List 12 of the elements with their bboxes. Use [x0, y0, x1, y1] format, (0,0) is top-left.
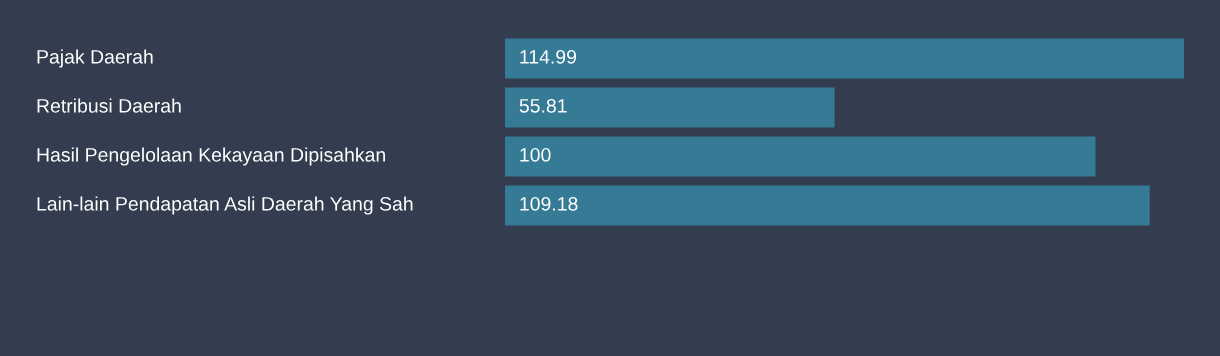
- data-label: 55.81: [519, 98, 567, 113]
- data-label: 109.18: [520, 196, 578, 211]
- y-tick-label: Hasil Pengelolaan Kekayaan Dipisahkan: [37, 147, 385, 166]
- y-tick-label: Pajak Daerah: [37, 49, 153, 68]
- data-label: 100: [520, 147, 551, 162]
- bar: [505, 87, 835, 128]
- bar: [505, 38, 1184, 79]
- data-label: 114.99: [520, 49, 577, 64]
- bar: [505, 136, 1096, 177]
- y-tick-label: Lain-lain Pendapatan Asli Daerah Yang Sah: [37, 196, 413, 215]
- bar: [505, 185, 1150, 226]
- y-tick-label: Retribusi Daerah: [37, 98, 181, 113]
